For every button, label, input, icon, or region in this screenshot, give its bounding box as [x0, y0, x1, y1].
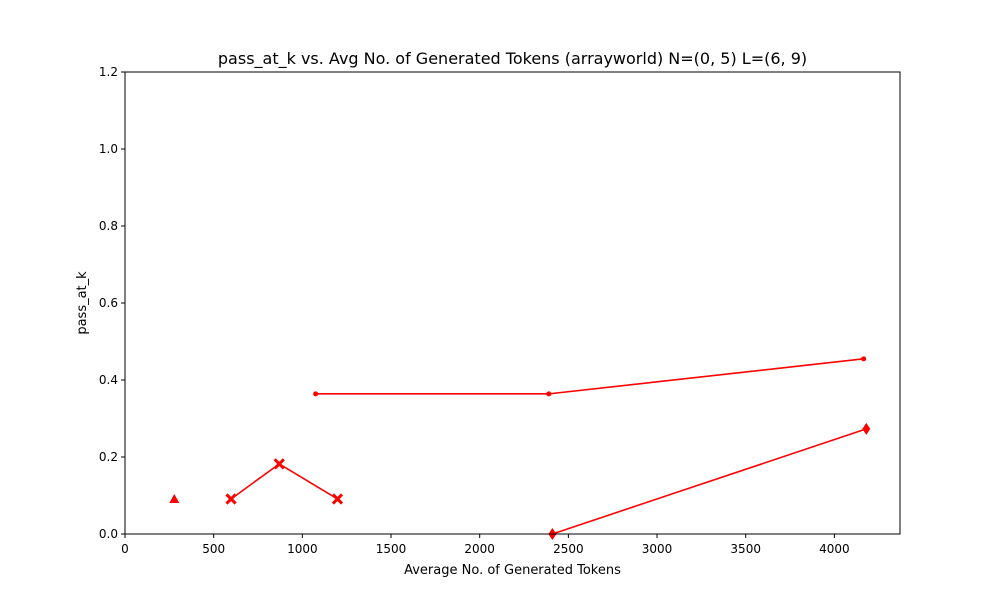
data-point	[546, 391, 552, 397]
series-triangle	[169, 493, 180, 503]
y-axis-label: pass_at_k	[75, 271, 90, 335]
series-diamond	[548, 422, 871, 540]
series-point	[313, 356, 867, 397]
x-tick-label: 3500	[730, 542, 761, 556]
x-tick-label: 4000	[819, 542, 850, 556]
data-point	[331, 493, 344, 505]
series-line	[230, 462, 338, 500]
data-point	[313, 391, 319, 397]
x-tick-label: 500	[202, 542, 225, 556]
x-tick-label: 1500	[376, 542, 407, 556]
y-tick-label: 0.6	[99, 296, 118, 310]
x-tick-label: 0	[121, 542, 129, 556]
y-tick-label: 0.4	[99, 373, 118, 387]
y-tick-label: 0.8	[99, 219, 118, 233]
data-point	[225, 493, 237, 505]
series-line	[315, 358, 864, 395]
x-tick-label: 3000	[642, 542, 673, 556]
data-point	[861, 356, 867, 362]
y-axis: 0.0 0.2 0.4 0.6 0.8 1.0 1.2	[99, 65, 125, 541]
plot-frame	[124, 71, 901, 535]
x-axis: 0 500 1000 1500 2000 2500 3000 3500 4000	[121, 534, 850, 556]
y-tick-label: 0.2	[99, 450, 118, 464]
x-tick-label: 2500	[553, 542, 584, 556]
series-x-filled	[225, 458, 344, 505]
series-layer	[169, 356, 871, 540]
y-tick-label: 1.0	[99, 142, 118, 156]
data-point	[273, 458, 285, 470]
data-point	[169, 493, 180, 503]
x-tick-label: 2000	[464, 542, 495, 556]
series-line	[552, 428, 867, 535]
x-axis-label: Average No. of Generated Tokens	[404, 563, 621, 578]
x-tick-label: 1000	[287, 542, 318, 556]
chart-title: pass_at_k vs. Avg No. of Generated Token…	[218, 49, 807, 69]
y-tick-label: 0.0	[99, 527, 118, 541]
y-tick-label: 1.2	[99, 65, 118, 79]
data-point	[862, 422, 871, 435]
